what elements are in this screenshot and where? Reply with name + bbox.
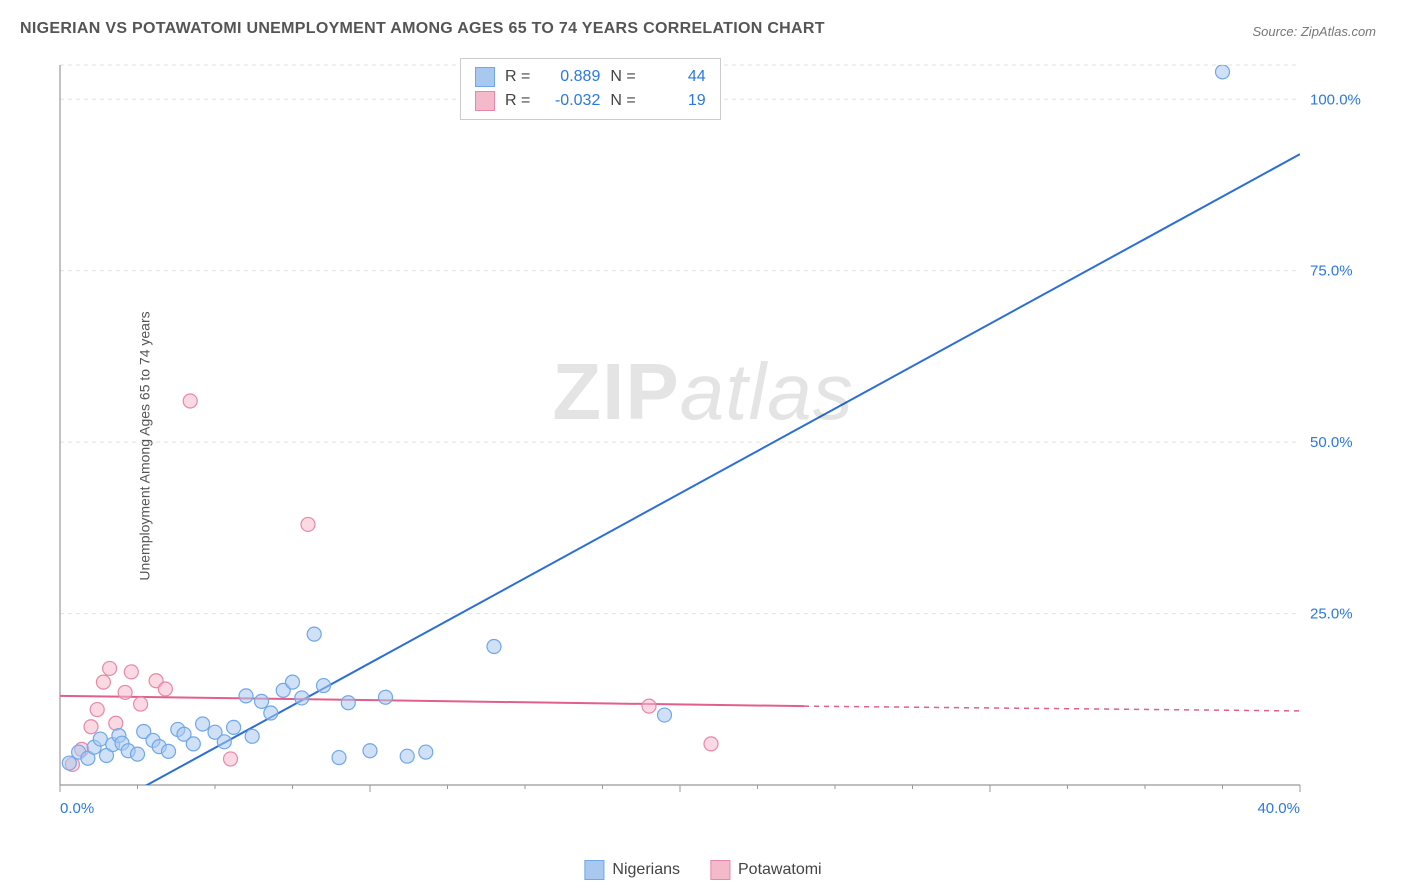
legend-swatch-series2 [710, 860, 730, 880]
swatch-series2 [475, 91, 495, 111]
chart-area: 0.0% 40.0% 25.0% 50.0% 75.0% 100.0% [50, 55, 1380, 835]
source-attribution: Source: ZipAtlas.com [1252, 24, 1376, 39]
r-label-1: R = [505, 65, 530, 89]
svg-text:100.0%: 100.0% [1310, 91, 1361, 108]
stats-row-series1: R = 0.889 N = 44 [475, 65, 706, 89]
n-label-1: N = [610, 65, 635, 89]
r-label-2: R = [505, 89, 530, 113]
correlation-stats-box: R = 0.889 N = 44 R = -0.032 N = 19 [460, 58, 721, 120]
chart-title: NIGERIAN VS POTAWATOMI UNEMPLOYMENT AMON… [20, 20, 825, 38]
legend-item-series2: Potawatomi [710, 860, 822, 880]
legend-item-series1: Nigerians [584, 860, 680, 880]
bottom-legend: Nigerians Potawatomi [584, 860, 821, 880]
n-label-2: N = [610, 89, 635, 113]
stats-row-series2: R = -0.032 N = 19 [475, 89, 706, 113]
legend-label-series1: Nigerians [612, 861, 680, 879]
scatter-chart-svg: 0.0% 40.0% 25.0% 50.0% 75.0% 100.0% [50, 55, 1380, 835]
legend-label-series2: Potawatomi [738, 861, 822, 879]
svg-text:50.0%: 50.0% [1310, 434, 1353, 451]
swatch-series1 [475, 67, 495, 87]
svg-text:0.0%: 0.0% [60, 800, 94, 817]
legend-swatch-series1 [584, 860, 604, 880]
svg-text:25.0%: 25.0% [1310, 606, 1353, 623]
r-value-2: -0.032 [540, 89, 600, 113]
svg-text:40.0%: 40.0% [1257, 800, 1300, 817]
svg-text:75.0%: 75.0% [1310, 263, 1353, 280]
r-value-1: 0.889 [540, 65, 600, 89]
n-value-2: 19 [646, 89, 706, 113]
n-value-1: 44 [646, 65, 706, 89]
y-axis-label: Unemployment Among Ages 65 to 74 years [137, 311, 153, 580]
